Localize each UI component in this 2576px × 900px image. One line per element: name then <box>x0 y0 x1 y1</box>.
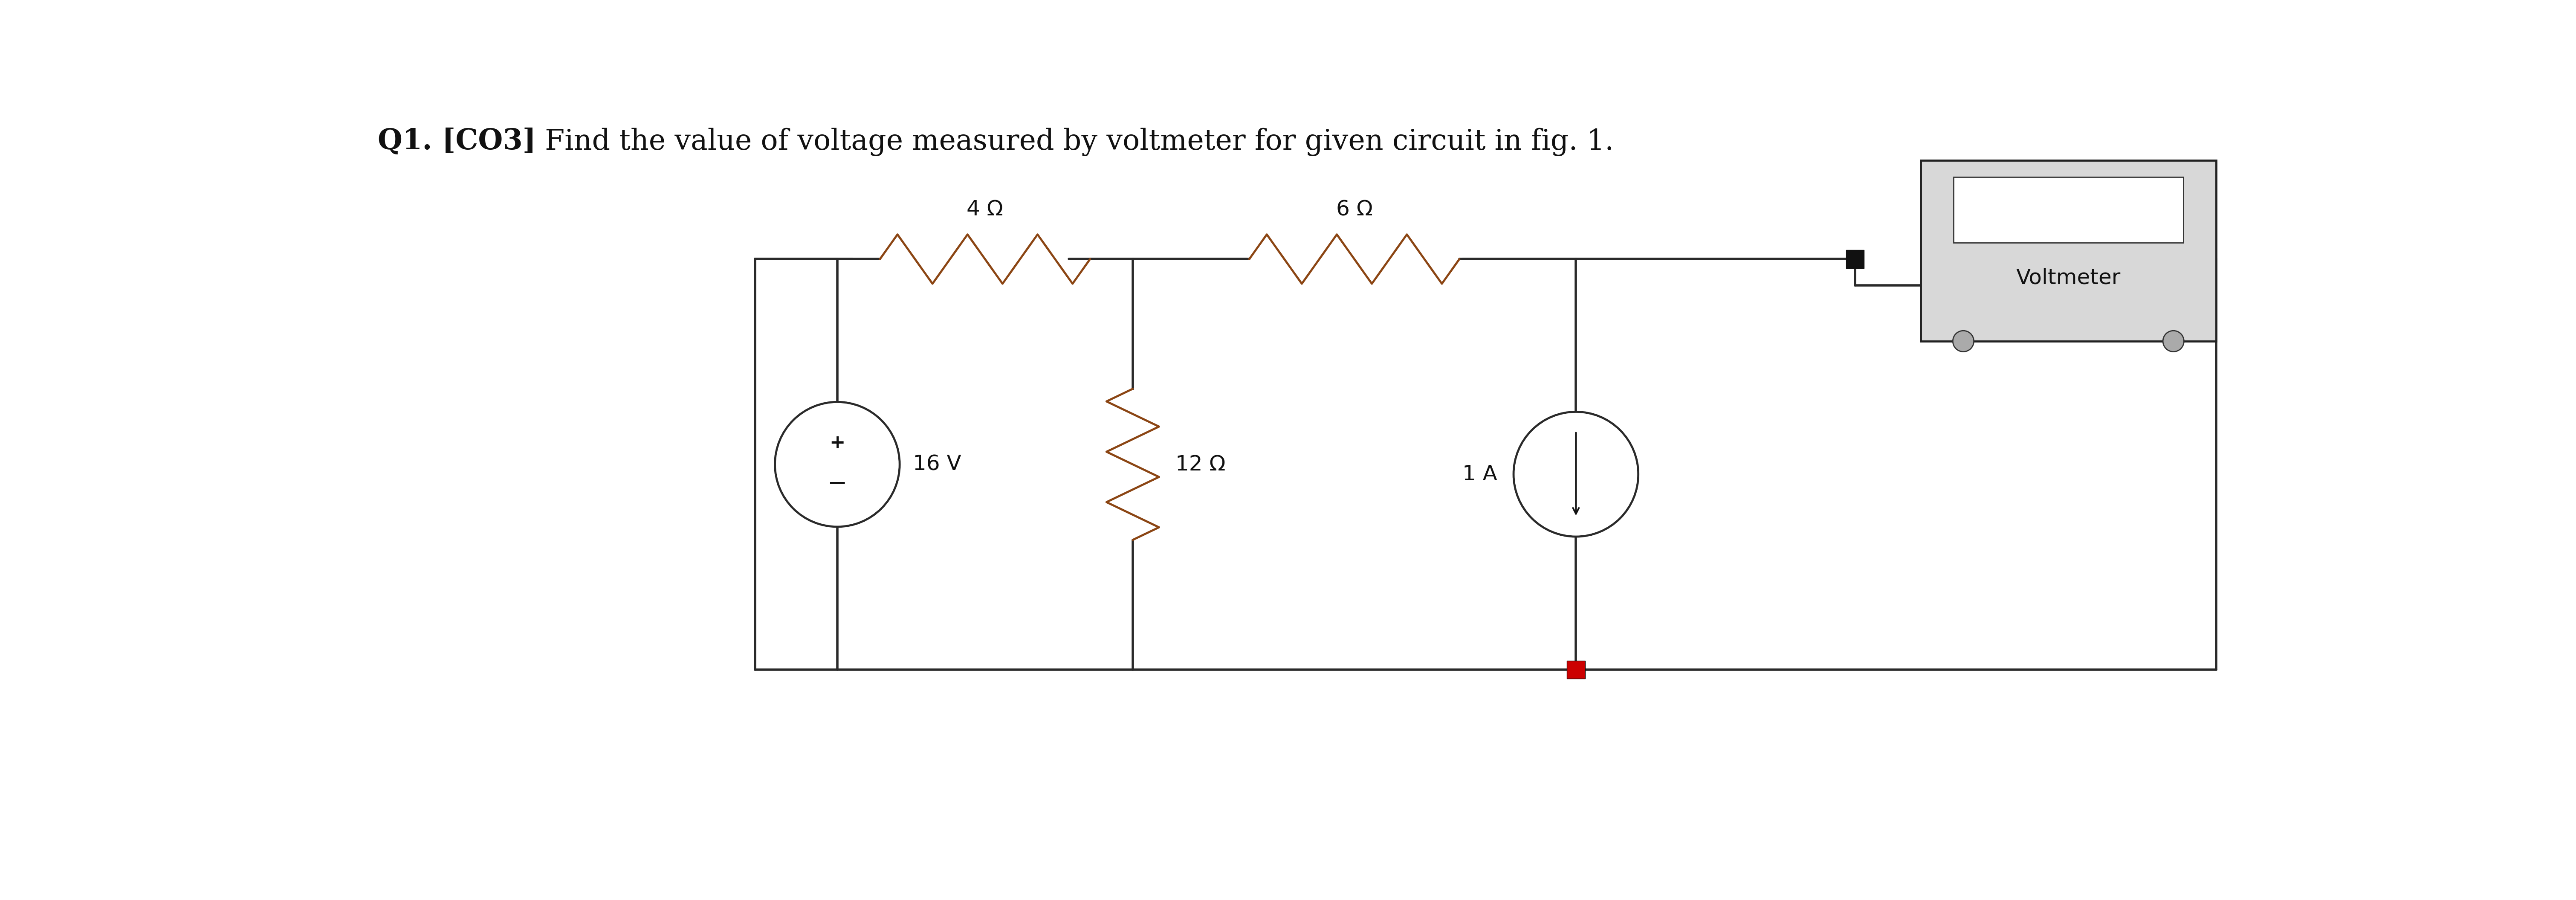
Text: 4 Ω: 4 Ω <box>966 199 1002 220</box>
Bar <box>1566 661 1584 679</box>
Text: 16 V: 16 V <box>912 454 961 474</box>
Text: 1 A: 1 A <box>1463 464 1497 484</box>
Text: Q1. [CO3]: Q1. [CO3] <box>379 128 536 156</box>
Circle shape <box>775 402 899 526</box>
Text: 12 Ω: 12 Ω <box>1175 454 1226 474</box>
Bar <box>1847 250 1865 268</box>
Bar <box>1953 177 2184 243</box>
Text: +: + <box>829 434 845 452</box>
Circle shape <box>1953 330 1973 352</box>
Bar <box>1922 160 2215 341</box>
Text: −: − <box>827 472 848 496</box>
Text: Voltmeter: Voltmeter <box>2017 267 2120 288</box>
Circle shape <box>1515 412 1638 536</box>
Text: 6 Ω: 6 Ω <box>1337 199 1373 220</box>
Text: Find the value of voltage measured by voltmeter for given circuit in fig. 1.: Find the value of voltage measured by vo… <box>536 128 1615 156</box>
Circle shape <box>2164 330 2184 352</box>
